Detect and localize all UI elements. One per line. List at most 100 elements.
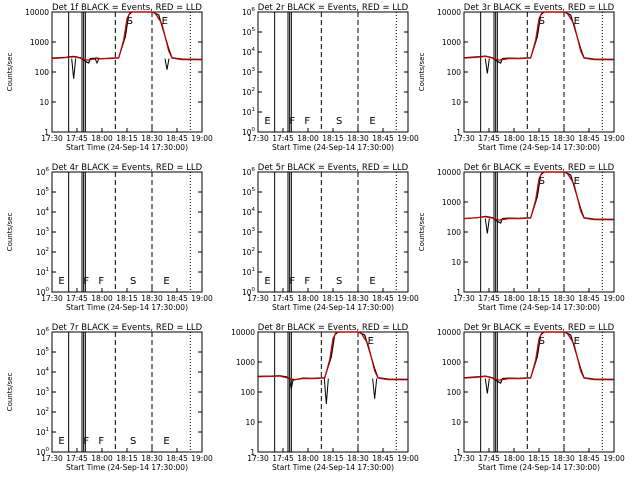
y-tick-label: 10 [451,98,461,107]
plot-frame [463,11,615,133]
plot-title: Det 5r BLACK = Events, RED = LLD [258,163,409,173]
y-tick-label: 1000 [442,198,461,207]
x-tick-label: 18:30 [553,454,575,463]
y-tick-label: 1000 [236,358,255,367]
y-tick-label: 105 [36,347,50,357]
x-tick-label: 18:45 [372,134,394,143]
x-tick-label: 18:15 [116,134,138,143]
x-tick-label: 19:00 [397,294,419,303]
y-tick-label: 103 [242,67,256,77]
x-tick-label: 18:45 [166,134,188,143]
event-marker-label: F [83,276,89,287]
x-tick-label: 19:00 [191,454,213,463]
event-marker-label: F [98,276,104,287]
x-tick-label: 18:00 [297,294,319,303]
x-tick-label: 17:30 [247,454,269,463]
series-dip [484,218,490,234]
event-marker-label: E [264,276,270,287]
y-tick-label: 10000 [437,328,461,337]
plot-frame [51,171,203,293]
y-tick-label: 100 [242,287,256,297]
y-tick-label: 103 [36,387,50,397]
x-tick-label: 17:30 [453,294,475,303]
x-tick-label: 19:00 [603,294,625,303]
x-tick-label: 18:30 [347,294,369,303]
plot-frame [257,11,409,133]
panel-det-6: Det 6r BLACK = Events, RED = LLD 1 10 100 10… [418,163,625,312]
event-marker-label: E [163,276,169,287]
event-marker-label: S [539,336,545,347]
x-axis-label: Start Time (24-Sep-14 17:30:00) [66,463,188,472]
y-tick-label: 100 [35,68,50,77]
plot-frame [257,171,409,293]
event-marker-label: S [336,116,342,127]
y-axis-label: Counts/sec [418,213,426,252]
y-tick-label: 100 [242,127,256,137]
x-tick-label: 18:45 [166,294,188,303]
x-tick-label: 17:30 [453,454,475,463]
y-tick-label: 102 [242,247,255,257]
y-tick-label: 106 [242,167,256,177]
y-tick-label: 1 [44,128,49,137]
plot-frame [463,331,615,453]
x-tick-label: 17:45 [66,134,88,143]
x-tick-label: 18:45 [166,454,188,463]
y-tick-label: 101 [242,267,255,277]
event-marker-label: E [574,176,580,187]
y-tick-label: 10000 [437,8,461,17]
x-tick-label: 18:15 [322,134,344,143]
x-tick-label: 19:00 [191,294,213,303]
x-tick-label: 17:30 [41,454,63,463]
series-dip [484,378,490,394]
x-tick-label: 18:45 [578,294,600,303]
plot-frame [51,331,203,453]
y-tick-label: 10000 [437,168,461,177]
y-tick-label: 10 [245,418,255,427]
y-tick-label: 100 [241,388,256,397]
plot-title: Det 9r BLACK = Events, RED = LLD [464,323,615,333]
y-tick-label: 104 [242,47,256,57]
y-tick-label: 100 [447,388,462,397]
x-tick-label: 18:15 [116,294,138,303]
event-marker-label: F [98,436,104,447]
x-tick-label: 17:30 [453,134,475,143]
y-tick-label: 106 [36,167,50,177]
series-dip [71,58,77,79]
plot-title: Det 4r BLACK = Events, RED = LLD [52,163,203,173]
x-tick-label: 17:45 [478,294,500,303]
x-tick-label: 18:45 [578,454,600,463]
y-axis-label: Counts/sec [418,53,426,92]
y-tick-label: 1 [456,128,461,137]
y-tick-label: 10000 [231,328,255,337]
x-tick-label: 18:45 [578,134,600,143]
y-tick-label: 104 [36,367,50,377]
event-marker-label: S [539,176,545,187]
x-tick-label: 18:30 [141,134,163,143]
x-tick-label: 18:00 [91,454,113,463]
event-marker-label: E [574,16,580,27]
y-tick-label: 100 [36,447,50,457]
y-tick-label: 1000 [30,38,49,47]
series-lld [463,171,615,221]
y-axis-label: Counts/sec [6,373,14,412]
x-axis-label: Start Time (24-Sep-14 17:30:00) [272,463,394,472]
x-tick-label: 18:00 [503,134,525,143]
panel-det-8: Det 8r BLACK = Events, RED = LLD 1 10 100 10… [231,323,419,472]
x-tick-label: 17:30 [41,134,63,143]
series-lld [463,331,615,381]
event-marker-label: S [336,276,342,287]
y-tick-label: 1000 [442,358,461,367]
x-axis-label: Start Time (24-Sep-14 17:30:00) [66,143,188,152]
y-axis-label: Counts/sec [6,213,14,252]
y-tick-label: 102 [36,407,49,417]
x-tick-label: 17:45 [66,454,88,463]
x-tick-label: 18:00 [503,294,525,303]
x-tick-label: 18:00 [503,454,525,463]
event-marker-label: S [127,16,133,27]
x-tick-label: 17:45 [272,134,294,143]
panel-det-7: Det 7r BLACK = Events, RED = LLD 100 101 10… [6,323,213,472]
x-tick-label: 17:45 [478,134,500,143]
x-tick-label: 18:30 [141,454,163,463]
y-tick-label: 101 [36,427,49,437]
